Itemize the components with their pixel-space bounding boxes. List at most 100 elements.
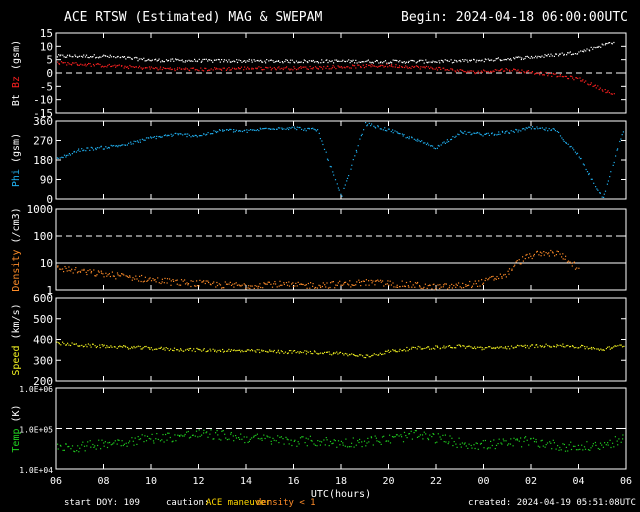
data-point [315, 61, 317, 63]
data-point [296, 126, 298, 128]
data-point [455, 443, 457, 445]
data-point [171, 135, 173, 137]
data-point [360, 66, 362, 68]
data-point [117, 439, 119, 441]
data-point [94, 345, 96, 347]
data-point [132, 347, 134, 349]
data-point [615, 155, 617, 157]
data-point [102, 273, 104, 275]
data-point [585, 80, 587, 82]
data-point [212, 61, 214, 63]
data-point [217, 349, 219, 352]
y-tick-label: -10 [33, 94, 53, 107]
data-point [302, 66, 304, 68]
data-point [138, 438, 140, 441]
data-point [263, 282, 265, 284]
data-point [498, 70, 500, 72]
data-point [158, 282, 160, 284]
data-point [326, 439, 328, 441]
data-point [312, 68, 314, 70]
data-point [565, 142, 567, 144]
data-point [592, 347, 594, 349]
data-point [239, 285, 241, 287]
data-point [581, 444, 583, 446]
data-point [95, 148, 97, 151]
data-point [374, 60, 376, 63]
data-point [514, 346, 516, 348]
data-point [356, 62, 358, 64]
data-point [451, 283, 453, 285]
data-point [533, 57, 535, 59]
data-point [215, 130, 217, 132]
data-point [66, 64, 68, 66]
data-point [243, 60, 245, 62]
data-point [329, 440, 332, 443]
data-point [496, 134, 498, 136]
data-point [491, 276, 493, 278]
data-point [539, 74, 541, 76]
data-point [444, 283, 446, 285]
data-point [290, 350, 292, 352]
data-point [390, 65, 392, 67]
y-tick-label: 10 [40, 257, 53, 270]
data-point [65, 443, 67, 445]
data-point [90, 272, 92, 274]
data-point [243, 283, 245, 285]
data-point [300, 351, 302, 354]
data-point [270, 440, 272, 442]
data-point [446, 69, 448, 71]
data-point [561, 75, 563, 78]
data-point [482, 440, 484, 442]
data-point [171, 68, 173, 70]
data-point [312, 285, 314, 287]
data-point [140, 67, 142, 69]
data-point [334, 59, 336, 61]
data-point [119, 345, 121, 347]
data-point [251, 437, 253, 439]
data-point [443, 141, 445, 143]
data-point [585, 168, 587, 171]
data-point [310, 282, 312, 284]
y-tick-label: 600 [33, 292, 53, 305]
data-point [411, 65, 413, 67]
data-point [234, 131, 236, 133]
data-point [97, 270, 99, 272]
data-point [302, 436, 304, 438]
data-point [442, 286, 444, 288]
data-point [259, 438, 261, 440]
data-point [408, 138, 410, 140]
data-point [589, 83, 592, 86]
data-point [479, 72, 481, 74]
data-point [158, 136, 160, 138]
data-point [338, 189, 340, 191]
data-point [541, 439, 543, 441]
data-point [201, 434, 203, 436]
data-point [615, 345, 617, 347]
data-point [353, 446, 355, 448]
data-point [226, 350, 228, 352]
data-point [328, 351, 330, 353]
data-point [578, 267, 580, 269]
data-point [488, 278, 490, 280]
data-point [83, 268, 85, 270]
data-point [521, 57, 523, 59]
data-point [147, 346, 149, 349]
data-point [306, 68, 308, 70]
data-point [529, 72, 531, 74]
data-point [190, 136, 192, 138]
data-point [443, 441, 445, 443]
data-point [343, 281, 346, 284]
data-point [526, 127, 528, 129]
data-point [285, 59, 287, 61]
data-point [358, 64, 360, 66]
data-point [113, 275, 115, 277]
data-point [120, 346, 122, 348]
data-point [544, 129, 546, 131]
data-point [82, 56, 84, 58]
data-point [560, 449, 562, 451]
data-point [271, 286, 274, 288]
data-point [593, 182, 595, 184]
data-point [494, 133, 496, 135]
data-point [471, 447, 473, 449]
data-point [113, 346, 115, 348]
